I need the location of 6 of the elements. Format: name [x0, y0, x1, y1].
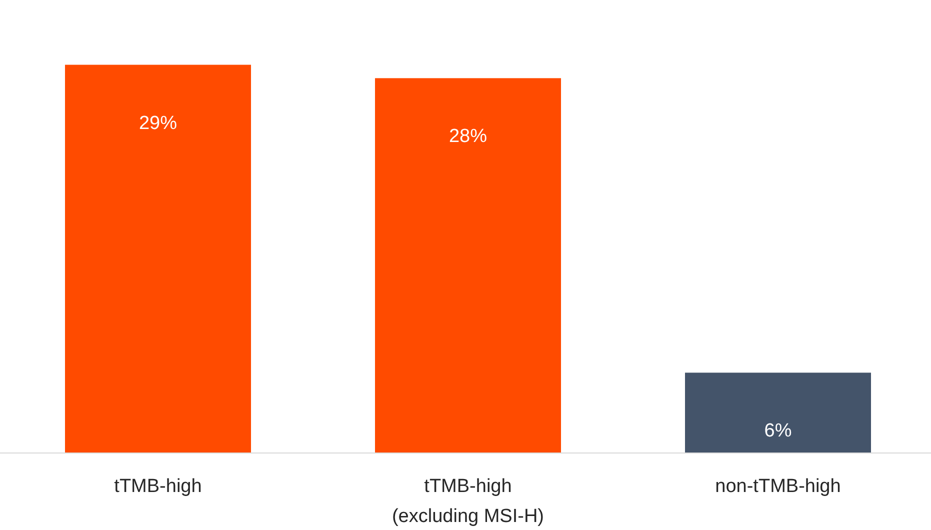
data-label: 28%	[448, 126, 488, 148]
x-tick-label: tTMB-high (excluding MSI-H)	[392, 476, 544, 527]
x-tick-label: tTMB-high	[114, 476, 202, 497]
data-label: 6%	[764, 420, 792, 442]
data-label: 29%	[138, 112, 178, 134]
x-tick-label: non-tTMB-high	[715, 476, 841, 497]
